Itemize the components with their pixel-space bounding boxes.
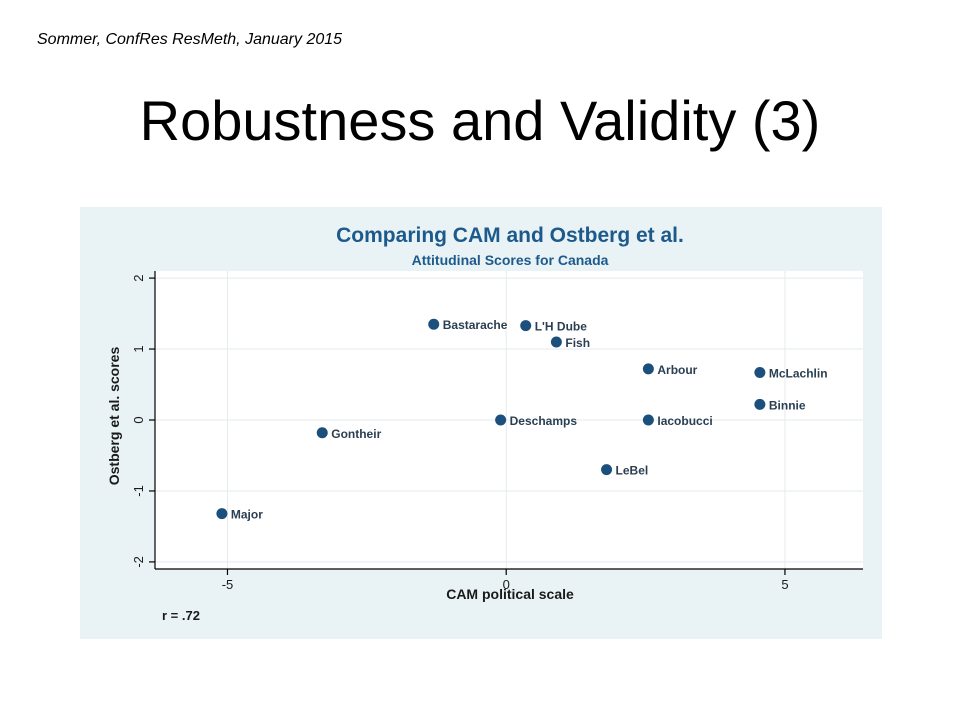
- data-point: [316, 427, 328, 439]
- point-label: Fish: [565, 336, 590, 350]
- data-point: [642, 414, 654, 426]
- point-label: L'H Dube: [535, 320, 588, 334]
- data-point: [428, 318, 440, 330]
- data-point: [520, 320, 532, 332]
- point-label: Deschamps: [510, 414, 578, 428]
- x-axis-label: CAM political scale: [446, 586, 574, 602]
- y-tick-label: -2: [131, 556, 146, 568]
- scatter-chart: -5 0 5 -2 -1 0 1 2 Bastarache L'H Dube Fish Arbour…: [106, 224, 863, 623]
- point-label: Binnie: [769, 398, 806, 412]
- y-axis-label: Ostberg et al. scores: [106, 347, 122, 486]
- x-tick-label: 5: [781, 577, 788, 592]
- y-tick-label: -1: [131, 485, 146, 497]
- chart-subtitle: Attitudinal Scores for Canada: [412, 252, 609, 268]
- x-tick-label: 0: [503, 577, 510, 592]
- chart-title: Comparing CAM and Ostberg et al.: [336, 224, 684, 247]
- y-tick-label: 2: [131, 274, 146, 281]
- header-note: Sommer, ConfRes ResMeth, January 2015: [37, 31, 343, 48]
- data-point: [550, 336, 562, 348]
- point-label: Bastarache: [443, 318, 508, 332]
- data-point: [495, 414, 507, 426]
- data-point: [642, 363, 654, 375]
- data-point: [754, 366, 766, 378]
- axis-ticks: -5 0 5 -2 -1 0 1 2: [131, 274, 789, 592]
- chart-panel: -5 0 5 -2 -1 0 1 2 Bastarache L'H Dube Fish Arbour…: [80, 207, 882, 639]
- x-tick-label: -5: [222, 577, 234, 592]
- correlation-note: r = .72: [162, 608, 200, 623]
- data-points: Bastarache L'H Dube Fish Arbour McLachlin Bin…: [216, 318, 828, 522]
- y-tick-label: 1: [131, 345, 146, 352]
- point-label: Gontheir: [331, 427, 381, 441]
- y-tick-label: 0: [131, 416, 146, 423]
- point-label: LeBel: [616, 464, 649, 478]
- point-label: Arbour: [657, 363, 697, 377]
- data-point: [754, 398, 766, 410]
- point-label: Iacobucci: [657, 414, 712, 428]
- slide-title: Robustness and Validity (3): [139, 89, 821, 152]
- data-point: [216, 508, 228, 520]
- grid-lines: [155, 271, 863, 569]
- point-label: McLachlin: [769, 366, 828, 380]
- data-point: [601, 464, 613, 476]
- point-label: Major: [231, 508, 263, 522]
